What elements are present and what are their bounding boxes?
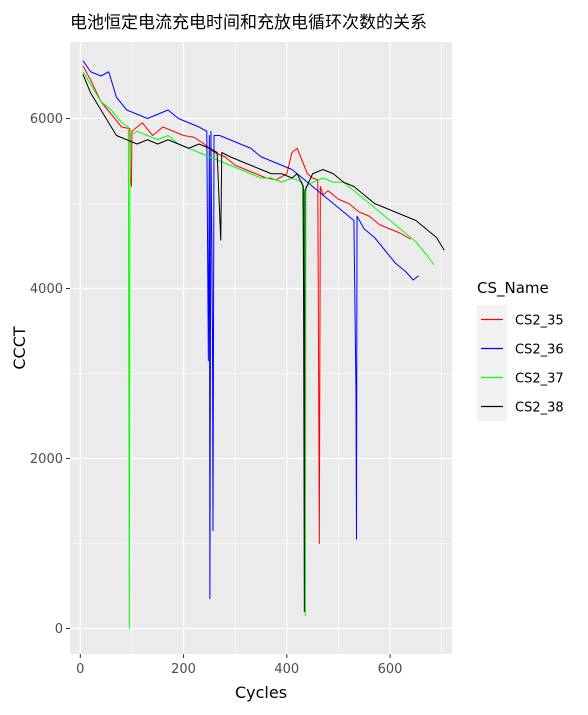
series-layer: [82, 60, 445, 629]
series-line-cs2-37: [82, 71, 435, 629]
x-tick-label: 400: [274, 662, 299, 677]
legend: CS_Name CS2_35 CS2_36 CS2_37 CS2_38: [477, 279, 564, 421]
series-line-cs2-38: [82, 74, 445, 612]
series-line-cs2-35: [82, 65, 411, 544]
x-tick-label: 200: [171, 662, 196, 677]
x-tick-label: 600: [378, 662, 403, 677]
plot-panel: [70, 42, 452, 654]
legend-label: CS2_38: [515, 401, 564, 416]
grid-minor: [70, 42, 452, 654]
y-tick-label: 4000: [30, 282, 63, 297]
legend-label: CS2_36: [515, 343, 564, 358]
x-tick-label: 0: [76, 662, 84, 677]
y-axis-label: CCCT: [10, 326, 29, 370]
legend-title: CS_Name: [477, 279, 549, 298]
y-tick-label: 6000: [30, 112, 63, 127]
y-tick-label: 2000: [30, 452, 63, 467]
y-tick-label: 0: [55, 622, 63, 637]
legend-label: CS2_35: [515, 314, 564, 329]
y-axis: 0 2000 4000 6000: [30, 112, 70, 637]
chart-title: 电池恒定电流充电时间和充放电循环次数的关系: [70, 13, 427, 33]
grid-major: [70, 42, 452, 654]
legend-label: CS2_37: [515, 372, 564, 387]
x-axis: 0 200 400 600: [76, 654, 402, 677]
series-line-cs2-36: [82, 60, 419, 600]
x-axis-label: Cycles: [235, 683, 287, 702]
